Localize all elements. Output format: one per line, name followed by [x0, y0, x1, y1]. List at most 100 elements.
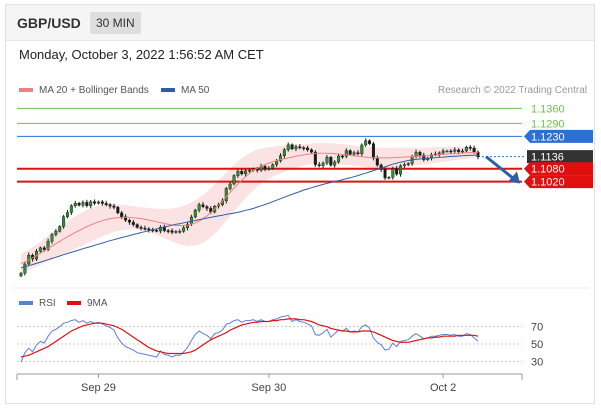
level-label: 1.1360 — [531, 103, 565, 115]
candle-body — [89, 201, 93, 206]
rsi-tick-label: 50 — [531, 339, 543, 351]
rsi-tick-label: 70 — [531, 322, 543, 334]
level-tag-pivot — [524, 129, 593, 143]
candle-body — [329, 157, 333, 166]
candle-body — [402, 164, 406, 167]
candle-body — [391, 168, 395, 178]
candle-body — [325, 157, 329, 164]
legend-swatch-ma50 — [161, 88, 175, 92]
candle-body — [461, 150, 465, 153]
candle-body — [418, 152, 422, 156]
candle-body — [309, 149, 313, 153]
candle-body — [267, 168, 271, 170]
timeframe-button[interactable]: 30 MIN — [90, 12, 141, 34]
candle-body — [278, 155, 282, 162]
candle-body — [244, 170, 248, 175]
candle-body — [340, 155, 344, 158]
candle-body — [317, 164, 321, 166]
rsi-panel: 70 50 30 — [17, 314, 543, 368]
candle-body — [306, 147, 310, 150]
datetime-label: Monday, October 3, 2022 1:56:52 AM CET — [19, 47, 264, 62]
candle-body — [441, 150, 445, 154]
candle-body — [158, 226, 162, 232]
candle-body — [464, 146, 468, 152]
candle-body — [135, 224, 139, 228]
projection-arrow — [485, 155, 517, 182]
current-price-tag — [527, 150, 593, 164]
x-axis: Sep 29 Sep 30 Oct 2 — [16, 373, 523, 394]
candle-body — [201, 204, 205, 207]
candle-body — [344, 150, 348, 157]
candle-body — [302, 147, 306, 149]
x-tick-label: Oct 2 — [430, 382, 456, 394]
candle-body — [375, 157, 379, 166]
candle-body — [170, 230, 174, 233]
candle-body — [50, 234, 54, 242]
legend-label-9ma: 9MA — [87, 298, 108, 309]
candle-body — [93, 201, 97, 204]
candle-body — [116, 207, 120, 214]
candle-body — [364, 140, 368, 146]
candle-body — [468, 146, 472, 149]
candle-body — [46, 240, 50, 250]
candle-body — [193, 209, 197, 218]
candle-body — [104, 203, 108, 205]
candle-body — [182, 227, 186, 232]
candle-body — [65, 212, 69, 217]
candle-body — [73, 203, 77, 206]
candle-body — [360, 144, 364, 155]
candle-body — [58, 226, 62, 232]
legend-swatch-9ma — [67, 301, 81, 305]
candle-body — [247, 170, 251, 172]
candle-body — [472, 148, 476, 153]
candle-body — [112, 205, 116, 208]
rsi-ma-line — [20, 318, 479, 358]
candle-body — [19, 273, 23, 277]
candle-body — [143, 228, 147, 230]
candle-body — [321, 162, 325, 166]
candle-body — [197, 204, 201, 211]
level-tag-support — [524, 175, 593, 189]
candle-body — [368, 140, 372, 144]
candle-body — [23, 263, 27, 274]
candle-body — [236, 171, 240, 176]
candle-body — [286, 144, 290, 150]
bollinger-band — [21, 143, 478, 274]
candle-body — [457, 149, 461, 152]
candle-body — [224, 188, 228, 202]
candle-body — [356, 152, 360, 155]
ma50-line — [20, 154, 478, 269]
candle-body — [399, 165, 403, 175]
candle-body — [352, 152, 356, 155]
candle-body — [42, 247, 46, 250]
chart-widget: GBP/USD 30 MIN Monday, October 3, 2022 1… — [5, 4, 595, 404]
ma20-line — [20, 152, 478, 265]
candle-body — [81, 202, 85, 206]
candle-body — [205, 206, 209, 209]
candle-body — [313, 151, 317, 165]
candle-body — [275, 160, 279, 165]
candle-body — [240, 171, 244, 175]
candle-body — [228, 183, 232, 189]
price-legend: MA 20 + Bollinger Bands MA 50 — [19, 85, 210, 96]
x-tick-label: Sep 29 — [81, 382, 116, 394]
candle-body — [108, 204, 112, 207]
candle-body — [271, 164, 275, 169]
candle-body — [147, 228, 151, 231]
candle-body — [387, 177, 391, 179]
level-label: 1.1290 — [531, 118, 565, 130]
candle-body — [383, 169, 387, 179]
candle-body — [395, 168, 399, 175]
candle-body — [162, 226, 166, 231]
candle-body — [348, 150, 352, 155]
rsi-line — [20, 314, 479, 363]
header-bar: GBP/USD 30 MIN — [6, 5, 594, 41]
legend-label-ma20: MA 20 + Bollinger Bands — [39, 85, 149, 96]
candle-body — [406, 163, 410, 166]
candle-body — [77, 203, 81, 206]
level-label: 1.1136 — [531, 152, 564, 164]
candle-body — [422, 154, 426, 160]
symbol-label: GBP/USD — [17, 15, 81, 31]
projection-arrowhead — [508, 171, 520, 184]
